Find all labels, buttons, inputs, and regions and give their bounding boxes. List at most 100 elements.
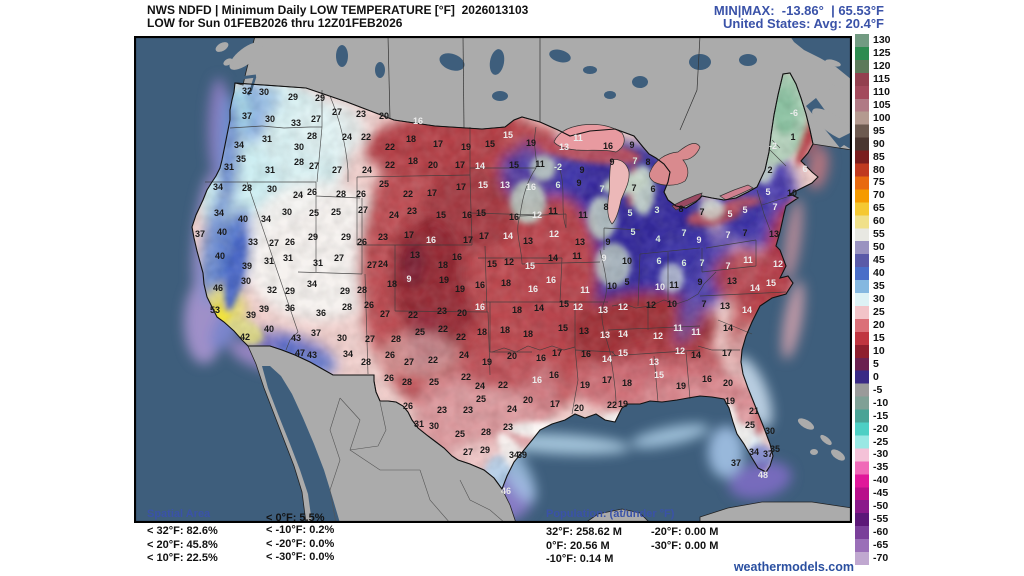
- svg-text:16: 16: [532, 375, 542, 385]
- svg-text:13: 13: [500, 180, 510, 190]
- svg-text:14: 14: [475, 161, 485, 171]
- svg-text:31: 31: [414, 419, 424, 429]
- svg-text:22: 22: [607, 400, 617, 410]
- svg-text:11: 11: [673, 323, 683, 333]
- svg-text:30: 30: [259, 87, 269, 97]
- svg-text:11: 11: [669, 280, 679, 290]
- svg-text:6: 6: [802, 164, 807, 174]
- svg-text:25: 25: [331, 207, 341, 217]
- svg-text:17: 17: [455, 160, 465, 170]
- svg-text:39: 39: [259, 304, 269, 314]
- svg-text:34: 34: [509, 450, 519, 460]
- svg-text:9: 9: [609, 157, 614, 167]
- svg-text:30: 30: [429, 421, 439, 431]
- svg-text:12: 12: [504, 257, 514, 267]
- svg-text:11: 11: [548, 206, 558, 216]
- svg-text:23: 23: [503, 422, 513, 432]
- svg-text:23: 23: [463, 405, 473, 415]
- svg-text:37: 37: [242, 111, 252, 121]
- svg-text:15: 15: [618, 348, 628, 358]
- svg-text:15: 15: [485, 139, 495, 149]
- svg-text:26: 26: [356, 189, 366, 199]
- svg-text:25: 25: [476, 394, 486, 404]
- svg-text:7: 7: [699, 207, 704, 217]
- svg-text:33: 33: [291, 118, 301, 128]
- svg-text:18: 18: [477, 327, 487, 337]
- svg-text:46: 46: [501, 486, 511, 496]
- svg-text:18: 18: [622, 378, 632, 388]
- svg-text:25: 25: [745, 420, 755, 430]
- svg-text:14: 14: [742, 305, 752, 315]
- svg-text:28: 28: [307, 131, 317, 141]
- svg-text:31: 31: [262, 134, 272, 144]
- svg-text:40: 40: [264, 324, 274, 334]
- svg-text:26: 26: [307, 187, 317, 197]
- svg-text:7: 7: [599, 184, 604, 194]
- svg-text:22: 22: [428, 355, 438, 365]
- svg-text:28: 28: [391, 334, 401, 344]
- svg-text:39: 39: [246, 310, 256, 320]
- svg-text:16: 16: [452, 252, 462, 262]
- svg-text:20: 20: [379, 111, 389, 121]
- svg-text:7: 7: [681, 228, 686, 238]
- svg-text:17: 17: [433, 139, 443, 149]
- svg-text:27: 27: [311, 114, 321, 124]
- svg-text:24: 24: [459, 350, 469, 360]
- svg-text:8: 8: [678, 204, 683, 214]
- svg-text:34: 34: [307, 279, 317, 289]
- svg-text:27: 27: [404, 357, 414, 367]
- svg-text:24: 24: [362, 165, 372, 175]
- svg-text:12: 12: [618, 302, 628, 312]
- svg-text:10: 10: [607, 281, 617, 291]
- svg-text:-2: -2: [554, 162, 562, 172]
- svg-text:13: 13: [598, 305, 608, 315]
- svg-text:27: 27: [332, 107, 342, 117]
- svg-text:32: 32: [242, 86, 252, 96]
- svg-text:24: 24: [507, 404, 517, 414]
- svg-text:16: 16: [475, 280, 485, 290]
- svg-text:27: 27: [269, 238, 279, 248]
- svg-text:17: 17: [404, 230, 414, 240]
- svg-text:7: 7: [699, 258, 704, 268]
- svg-text:-6: -6: [790, 108, 798, 118]
- svg-text:28: 28: [357, 285, 367, 295]
- svg-text:27: 27: [367, 260, 377, 270]
- svg-text:11: 11: [573, 133, 583, 143]
- svg-text:23: 23: [437, 306, 447, 316]
- svg-text:8: 8: [603, 202, 608, 212]
- svg-text:27: 27: [380, 309, 390, 319]
- svg-text:26: 26: [384, 373, 394, 383]
- svg-text:30: 30: [265, 114, 275, 124]
- svg-text:39: 39: [517, 450, 527, 460]
- svg-text:15: 15: [487, 259, 497, 269]
- svg-text:13: 13: [649, 357, 659, 367]
- svg-text:5: 5: [630, 227, 635, 237]
- svg-text:10: 10: [667, 299, 677, 309]
- svg-text:19: 19: [676, 381, 686, 391]
- svg-text:9: 9: [579, 165, 584, 175]
- svg-text:16: 16: [426, 235, 436, 245]
- svg-text:15: 15: [525, 261, 535, 271]
- svg-text:20: 20: [574, 403, 584, 413]
- svg-text:14: 14: [534, 303, 544, 313]
- svg-text:14: 14: [723, 323, 733, 333]
- svg-text:13: 13: [559, 142, 569, 152]
- svg-text:20: 20: [457, 308, 467, 318]
- svg-text:29: 29: [308, 232, 318, 242]
- svg-text:34: 34: [213, 182, 223, 192]
- svg-text:7: 7: [742, 228, 747, 238]
- svg-text:17: 17: [552, 348, 562, 358]
- svg-text:6: 6: [681, 258, 686, 268]
- svg-text:22: 22: [498, 380, 508, 390]
- svg-text:22: 22: [361, 132, 371, 142]
- svg-text:18: 18: [512, 305, 522, 315]
- svg-text:31: 31: [224, 162, 234, 172]
- svg-text:9: 9: [601, 253, 606, 263]
- svg-text:30: 30: [765, 426, 775, 436]
- svg-text:8: 8: [645, 157, 650, 167]
- svg-text:28: 28: [402, 377, 412, 387]
- svg-text:40: 40: [217, 227, 227, 237]
- svg-text:12: 12: [646, 300, 656, 310]
- svg-text:26: 26: [285, 237, 295, 247]
- svg-text:9: 9: [406, 274, 411, 284]
